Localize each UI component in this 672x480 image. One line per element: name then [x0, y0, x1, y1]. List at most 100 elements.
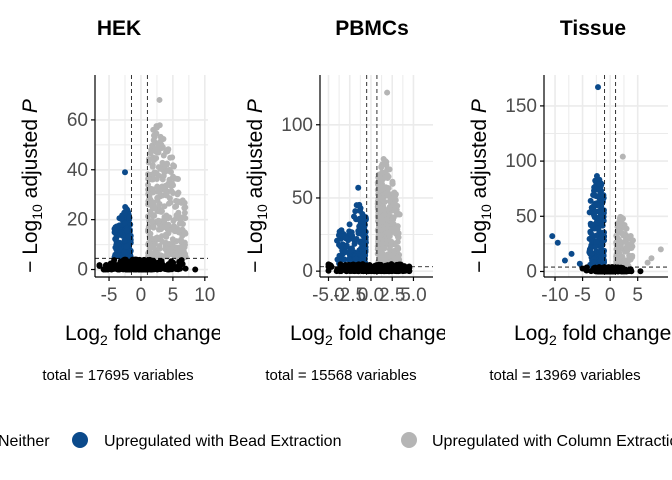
point-bead — [586, 247, 593, 254]
x-tick-label: -5 — [574, 285, 591, 306]
point-column — [170, 162, 177, 169]
y-axis-label: − Log10 adjusted P — [19, 99, 45, 273]
point-column — [155, 252, 162, 259]
y-tick-label: 0 — [302, 261, 313, 282]
point-bead — [123, 243, 130, 250]
point-column — [156, 140, 163, 147]
point-bead — [600, 207, 607, 214]
points — [325, 89, 413, 275]
point-column — [154, 194, 161, 201]
point-column — [382, 184, 389, 191]
point-bead — [337, 255, 344, 262]
point-bead — [353, 236, 360, 243]
point-bead — [121, 237, 128, 244]
point-bead — [587, 197, 594, 204]
point-bead — [352, 255, 359, 262]
points — [549, 84, 664, 275]
y-tick-label: 60 — [67, 110, 88, 131]
x-tick-label: 0 — [136, 285, 147, 306]
point-bead — [594, 202, 601, 209]
point-neither — [123, 265, 130, 272]
point-column — [622, 260, 629, 267]
point-neither — [613, 267, 620, 274]
point-column — [629, 237, 636, 244]
point-neither — [158, 260, 165, 267]
points — [96, 96, 199, 273]
legend-label: Upregulated with Bead Extraction — [104, 433, 341, 450]
point-column — [171, 223, 178, 230]
x-tick-label: -5.0 — [312, 285, 345, 306]
x-tick-label: 10 — [194, 285, 215, 306]
point-column — [160, 172, 167, 179]
point-neither — [607, 265, 614, 272]
x-tick-label: 5 — [632, 285, 643, 306]
point-column — [182, 229, 189, 236]
panel-caption: total = 17695 variables — [42, 367, 193, 384]
y-tick-label: 100 — [505, 151, 537, 172]
point-bead — [568, 250, 575, 257]
point-column — [156, 242, 163, 249]
point-neither — [171, 263, 178, 270]
y-tick-label: 40 — [67, 160, 88, 181]
point-column — [170, 217, 177, 224]
point-neither — [104, 266, 111, 273]
point-bead — [593, 232, 600, 239]
point-column — [379, 218, 386, 225]
point-column — [175, 198, 182, 205]
panel-title: PBMCs — [335, 17, 409, 40]
point-bead — [360, 245, 367, 252]
point-column — [620, 232, 627, 239]
panel-caption: total = 13969 variables — [489, 367, 640, 384]
point-column — [173, 175, 180, 182]
point-neither — [114, 266, 121, 273]
point-column — [166, 246, 173, 253]
point-column — [374, 205, 381, 212]
point-column — [644, 259, 651, 266]
point-column — [145, 198, 152, 205]
point-bead — [351, 213, 358, 220]
point-bead — [342, 235, 349, 242]
point-column — [179, 244, 186, 251]
point-bead — [343, 243, 350, 250]
point-column — [165, 200, 172, 207]
point-column — [648, 255, 655, 262]
point-column — [165, 221, 172, 228]
x-tick-label: 2.5 — [379, 285, 405, 306]
point-column — [174, 191, 181, 198]
point-column — [378, 183, 385, 190]
legend-label: Upregulated with Column Extraction — [432, 433, 672, 450]
point-column — [163, 190, 170, 197]
legend-item-bead: Upregulated with Bead Extraction — [72, 432, 341, 450]
x-tick-label: 0 — [605, 285, 616, 306]
point-column — [159, 144, 166, 151]
x-axis-label: Log2 fold change — [290, 322, 447, 348]
point-column — [387, 195, 394, 202]
point-column — [144, 213, 151, 220]
point-bead — [590, 259, 597, 266]
x-tick-label: -10 — [541, 285, 568, 306]
point-column — [385, 206, 392, 213]
point-column — [145, 250, 152, 257]
point-column — [155, 217, 162, 224]
point-bead — [112, 224, 119, 231]
point-column — [150, 212, 157, 219]
point-column — [150, 126, 157, 133]
point-bead — [346, 221, 353, 228]
point-bead — [597, 257, 604, 264]
point-neither — [398, 267, 405, 274]
point-column — [157, 133, 164, 140]
point-neither — [121, 256, 128, 263]
point-neither — [594, 268, 601, 275]
point-column — [163, 212, 170, 219]
point-neither — [138, 258, 145, 265]
point-bead — [600, 237, 607, 244]
panel-title: Tissue — [560, 17, 626, 40]
point-column — [172, 253, 179, 260]
panel-caption: total = 15568 variables — [265, 367, 416, 384]
point-column — [379, 240, 386, 247]
point-column — [388, 252, 395, 259]
point-bead — [592, 209, 599, 216]
y-tick-label: 0 — [77, 260, 88, 281]
